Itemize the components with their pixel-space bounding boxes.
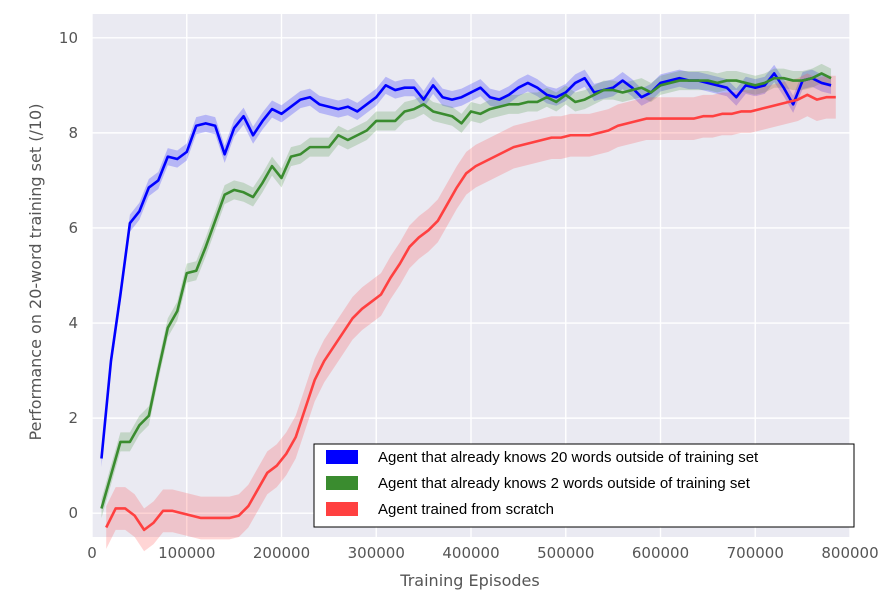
x-tick-label: 300000 — [348, 544, 405, 562]
legend-box — [313, 443, 855, 528]
x-tick-label: 200000 — [253, 544, 310, 562]
x-tick-label: 100000 — [158, 544, 215, 562]
legend-swatch — [326, 476, 358, 490]
line-agent-that-already-knows-2-words-outside-of-training-set — [100, 72, 832, 509]
y-tick-label: 2 — [68, 409, 78, 427]
x-tick-label: 700000 — [727, 544, 784, 562]
legend: Agent that already knows 20 words outsid… — [313, 443, 855, 528]
y-axis-label: Performance on 20-word training set (/10… — [26, 104, 45, 441]
x-axis-ticks: 0 100000 200000 300000 400000 500000 600000 700… — [87, 544, 878, 562]
x-tick-label: 600000 — [632, 544, 689, 562]
x-tick-label: 0 — [87, 544, 97, 562]
line-agent-that-already-knows-20-words-outside-of-training-set — [100, 72, 832, 459]
line-agent-trained-from-scratch — [105, 93, 836, 532]
x-tick-label: 500000 — [537, 544, 594, 562]
y-tick-label: 8 — [68, 124, 78, 142]
x-tick-label: 800000 — [821, 544, 878, 562]
legend-label: Agent that already knows 20 words outsid… — [378, 449, 759, 466]
band-agent-trained-from-scratch — [106, 73, 836, 552]
band-agent-that-already-knows-2-words-outside-of-training-set — [101, 63, 832, 518]
legend-swatch — [326, 502, 358, 516]
legend-label: Agent trained from scratch — [378, 501, 554, 518]
y-tick-label: 10 — [59, 29, 78, 47]
series-lines — [100, 72, 836, 532]
x-tick-label: 400000 — [442, 544, 499, 562]
y-tick-label: 4 — [68, 314, 78, 332]
x-axis-label: Training Episodes — [399, 571, 539, 590]
confidence-bands — [101, 63, 836, 552]
legend-swatch — [326, 450, 358, 464]
y-tick-label: 6 — [68, 219, 78, 237]
legend-label: Agent that already knows 2 words outside… — [378, 475, 751, 492]
y-axis-ticks: 0 2 4 6 8 10 — [59, 29, 78, 522]
y-tick-label: 0 — [68, 504, 78, 522]
